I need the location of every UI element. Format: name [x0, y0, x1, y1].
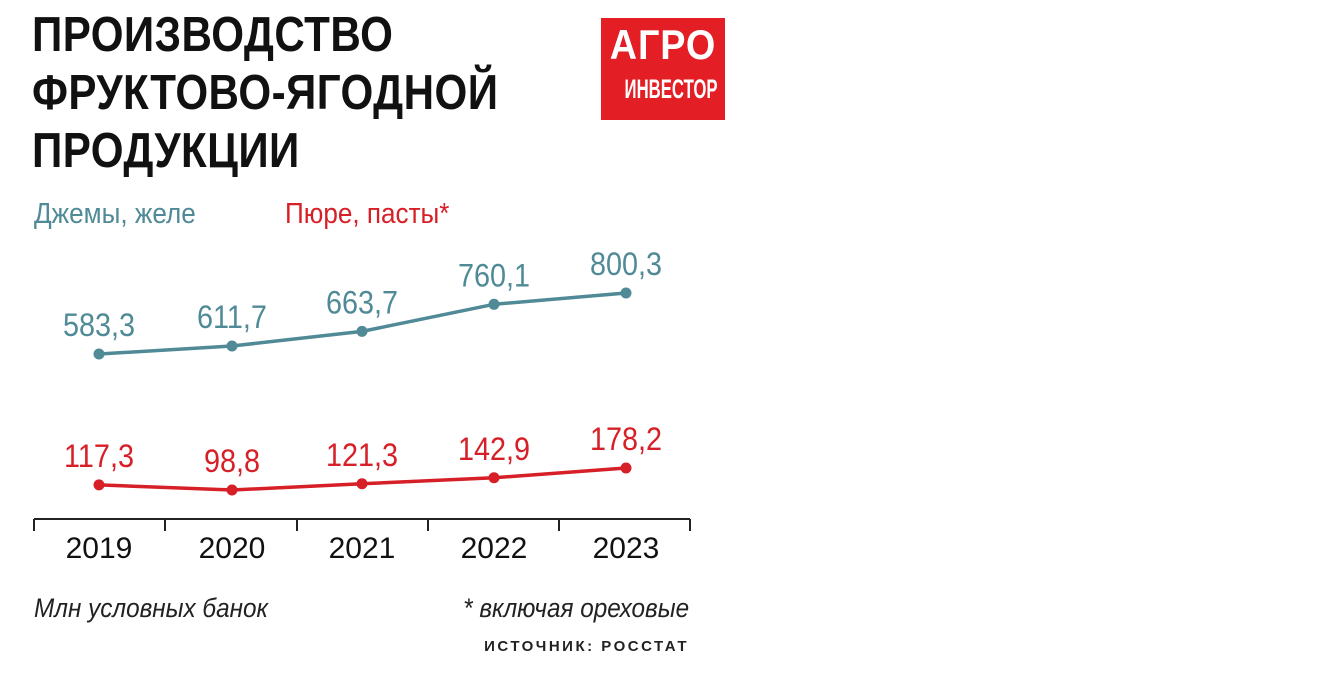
series-1-point — [356, 325, 368, 337]
series-2-point — [226, 484, 238, 496]
series-2-data-label: 117,3 — [64, 438, 134, 474]
series-1-point — [488, 298, 500, 310]
series-1-data-label: 663,7 — [326, 285, 398, 321]
series-1-data-label: 611,7 — [197, 300, 267, 336]
series-2-point — [93, 479, 105, 491]
chart-title-line-1: ПРОИЗВОДСТВО — [32, 8, 394, 62]
series-2-data-label: 178,2 — [590, 422, 662, 458]
agroinvestor-logo: АГРО ИНВЕСТОР — [601, 18, 725, 120]
series-1-point — [226, 340, 238, 352]
series-2-point — [356, 478, 368, 490]
logo-text-agro: АГРО — [609, 21, 717, 68]
chart-title: ПРОИЗВОДСТВО ФРУКТОВО-ЯГОДНОЙ ПРОДУКЦИИ — [32, 6, 514, 180]
series-1-data-label: 583,3 — [63, 308, 135, 344]
series-2-data-label: 121,3 — [326, 437, 398, 473]
x-tick-label: 2023 — [593, 532, 660, 565]
source-note: ИСТОЧНИК: РОССТАТ — [484, 638, 689, 655]
x-tick-label: 2022 — [461, 532, 528, 565]
x-tick-label: 2019 — [66, 532, 133, 565]
series-1-point — [620, 287, 632, 299]
series-1-point — [93, 348, 105, 360]
series-2-point — [488, 472, 500, 484]
series-2-data-label: 98,8 — [204, 444, 260, 480]
legend-jams: Джемы, желе — [34, 198, 196, 230]
asterisk-note: * включая ореховые — [462, 593, 689, 623]
x-tick-label: 2021 — [329, 532, 396, 565]
chart-title-line-2: ФРУКТОВО-ЯГОДНОЙ — [32, 66, 499, 120]
series-1-data-label: 760,1 — [458, 258, 530, 294]
series-2-data-label: 142,9 — [458, 431, 530, 467]
unit-note: Млн условных банок — [34, 593, 268, 623]
series-1-data-label: 800,3 — [590, 247, 662, 283]
x-tick-label: 2020 — [199, 532, 266, 565]
legend-puree: Пюре, пасты* — [285, 198, 450, 230]
chart-title-line-3: ПРОДУКЦИИ — [32, 124, 300, 178]
series-2-point — [620, 462, 632, 474]
